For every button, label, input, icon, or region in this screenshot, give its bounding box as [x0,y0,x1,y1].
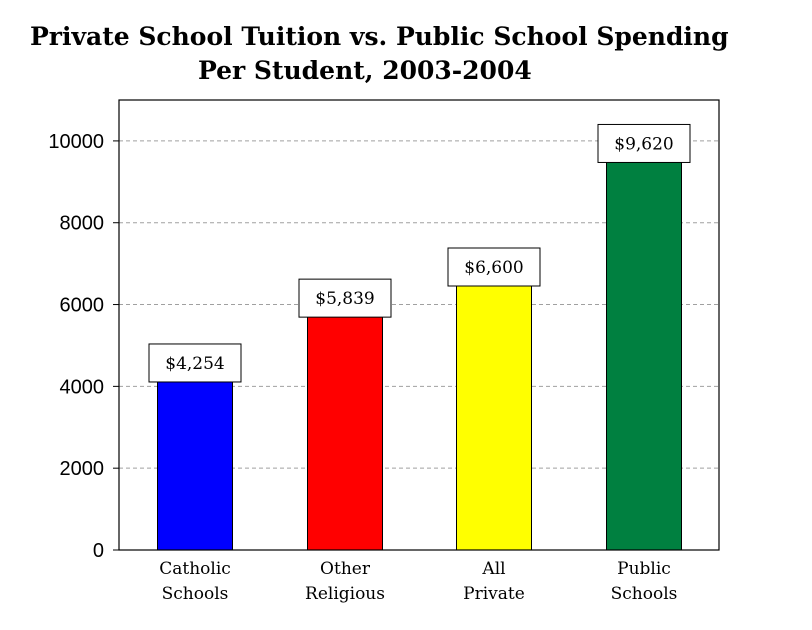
x-tick-label: Schools [162,584,229,604]
data-label: $4,254 [165,354,224,374]
y-tick-label: 0 [93,540,104,562]
x-tick-label: Public [617,559,671,579]
y-tick-label: 10000 [48,131,104,153]
chart-title-line-2: Per Student, 2003-2004 [198,56,532,85]
axes: 0 2000 4000 6000 8000 10000 Catholic Schools Oth… [48,99,720,604]
data-label: $6,600 [464,258,523,278]
chart-title-line-1: Private School Tuition vs. Public School… [30,22,729,51]
x-tick-label: Private [463,584,525,604]
data-label-box [148,343,242,383]
data-label-box [447,247,541,287]
plot-frame [118,99,720,551]
bar [157,375,233,551]
data-label: $9,620 [614,134,673,154]
y-tick-label: 4000 [60,376,105,398]
x-tick-label: Other [320,559,371,579]
x-tick-label: Religious [305,584,385,604]
bar [307,310,383,551]
y-tick-label: 8000 [60,213,105,235]
data-labels: $4,254 $5,839 $6,600 $9,620 [148,123,691,383]
x-tick-label: Schools [611,584,678,604]
data-label: $5,839 [315,289,374,309]
bars [157,155,682,551]
x-tick-label: Catholic [159,559,231,579]
y-tick-label: 6000 [60,295,105,317]
data-label-box [298,278,392,318]
bar [456,279,532,551]
bar [606,155,682,551]
data-label-box [597,123,691,163]
y-tick-label: 2000 [60,458,105,480]
x-tick-label: All [481,559,505,579]
